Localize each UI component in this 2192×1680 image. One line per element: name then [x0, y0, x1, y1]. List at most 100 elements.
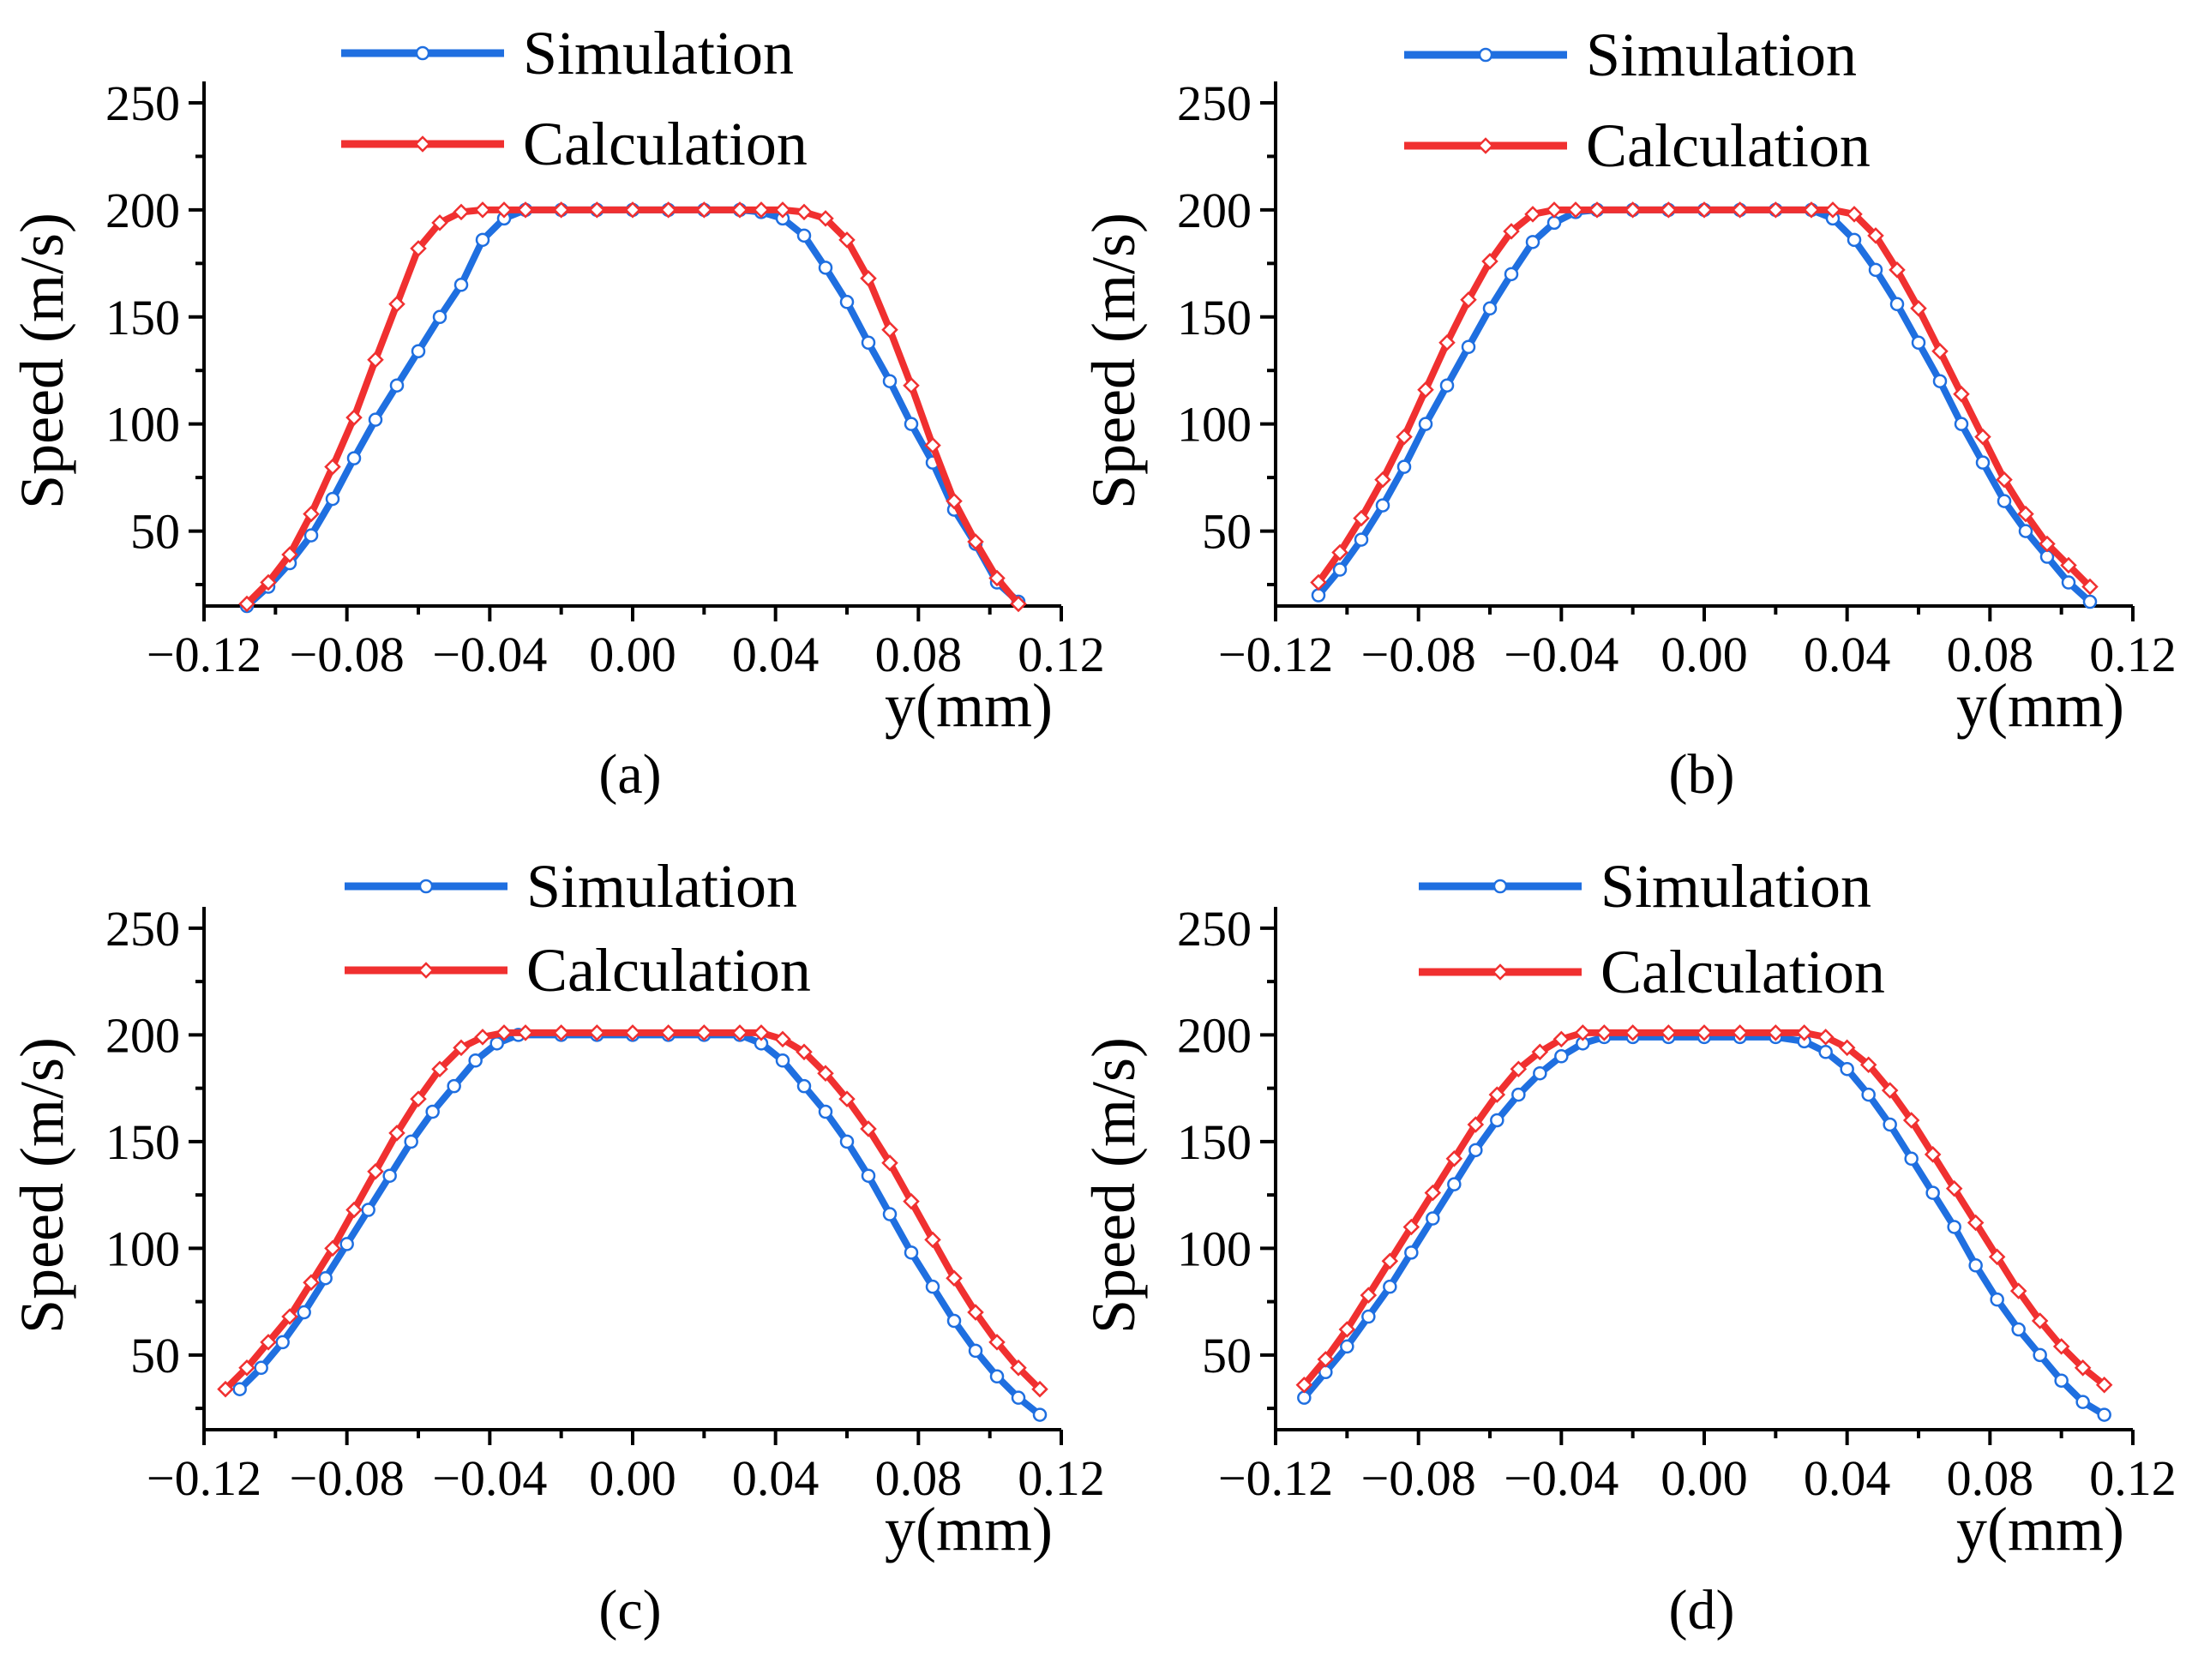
data-point	[753, 201, 770, 219]
data-point	[1731, 1024, 1749, 1041]
data-point	[774, 201, 791, 219]
data-point	[1417, 381, 1434, 399]
panel-caption: (a)	[598, 743, 661, 806]
y-tick-label: 150	[105, 1114, 180, 1170]
data-point	[1910, 300, 1927, 317]
x-tick-label: 0.12	[1018, 1450, 1105, 1506]
data-point	[447, 1078, 461, 1094]
data-point	[552, 1024, 570, 1041]
legend-label: Calculation	[523, 110, 808, 178]
data-point	[946, 492, 963, 510]
legend-entry-simulation: Simulation	[1419, 852, 1871, 921]
x-tick-label: −0.12	[1218, 1450, 1333, 1506]
data-point	[1867, 227, 1884, 244]
data-point	[275, 1335, 290, 1350]
x-tick-label: −0.12	[147, 1450, 261, 1506]
y-tick-label: 100	[105, 1221, 180, 1276]
legend-label: Calculation	[526, 936, 811, 1005]
data-point	[260, 573, 277, 591]
legend-label: Simulation	[1600, 852, 1871, 921]
data-point	[1624, 201, 1642, 219]
series-simulation	[1297, 1029, 2111, 1422]
series-calculation	[1310, 201, 2099, 596]
data-point	[1931, 342, 1949, 360]
data-point	[1947, 1220, 1961, 1234]
data-point	[588, 1024, 606, 1041]
data-point	[903, 376, 920, 394]
data-point	[297, 1305, 311, 1320]
data-point	[1988, 1248, 2006, 1266]
x-tick-label: 0.12	[1018, 627, 1105, 682]
legend-marker	[418, 879, 434, 894]
x-tick-label: −0.04	[432, 627, 547, 682]
data-point	[1418, 417, 1433, 431]
data-point	[2011, 1322, 2026, 1337]
data-point	[1396, 428, 1413, 446]
data-point	[1954, 417, 1969, 431]
data-point	[1402, 1218, 1420, 1236]
data-point	[925, 1279, 940, 1294]
legend-marker	[1477, 137, 1494, 154]
data-point	[1859, 1056, 1877, 1074]
x-tick-label: −0.04	[1504, 1450, 1618, 1506]
data-point	[1974, 428, 1991, 446]
data-point	[1310, 573, 1327, 591]
data-point	[818, 1104, 833, 1119]
data-point	[1546, 215, 1562, 231]
x-tick-label: −0.08	[1361, 627, 1476, 682]
data-point	[1904, 1151, 1919, 1167]
x-tick-label: 0.04	[1804, 627, 1891, 682]
y-tick-label: 150	[1177, 1114, 1252, 1170]
data-point	[1468, 1143, 1483, 1158]
legend-label: Simulation	[526, 852, 797, 921]
y-axis-title: Speed (m/s)	[8, 1037, 76, 1334]
data-point	[1883, 1117, 1897, 1132]
legend-entry-simulation: Simulation	[1404, 21, 1857, 89]
data-point	[2082, 594, 2098, 609]
y-tick-label: 250	[1177, 901, 1252, 957]
data-point	[474, 201, 491, 219]
data-point	[1295, 1376, 1313, 1394]
data-point	[1967, 1214, 1985, 1232]
data-point	[346, 451, 362, 465]
data-point	[1660, 201, 1678, 219]
data-point	[425, 1104, 440, 1119]
x-axis-title: y(mm)	[885, 1495, 1053, 1563]
series-line	[1315, 206, 2093, 605]
legend-entry-calculation: Calculation	[1404, 111, 1871, 180]
data-point	[1868, 262, 1883, 278]
x-tick-label: 0.00	[589, 627, 676, 682]
data-point	[1767, 201, 1785, 219]
data-point	[1795, 1024, 1813, 1041]
y-tick-label: 50	[1202, 504, 1252, 560]
data-point	[1533, 1065, 1547, 1081]
y-tick-label: 250	[105, 901, 180, 957]
y-axis-title: Speed (m/s)	[1079, 1037, 1148, 1334]
data-point	[1467, 1116, 1485, 1133]
y-tick-label: 200	[105, 1007, 180, 1063]
data-point	[1824, 201, 1841, 219]
data-point	[1968, 1258, 1983, 1273]
data-point	[988, 1334, 1006, 1351]
data-point	[1524, 206, 1541, 223]
data-point	[1354, 532, 1369, 547]
x-tick-label: −0.08	[1361, 1450, 1476, 1506]
legend-entry-calculation: Calculation	[345, 936, 811, 1005]
data-point	[254, 1360, 268, 1376]
data-point	[659, 201, 677, 219]
y-tick-label: 50	[130, 504, 180, 560]
data-point	[1396, 459, 1412, 474]
data-point	[1624, 1024, 1642, 1041]
data-point	[2061, 575, 2076, 590]
data-point	[1375, 498, 1390, 513]
data-point	[1525, 235, 1540, 249]
data-point	[1488, 1086, 1506, 1103]
data-point	[967, 533, 984, 550]
data-point	[1861, 1087, 1876, 1102]
y-tick-label: 200	[1177, 183, 1252, 238]
data-point	[817, 1065, 834, 1082]
data-point	[1595, 1024, 1613, 1041]
data-point	[881, 321, 898, 339]
x-axis-title: y(mm)	[1956, 1495, 2124, 1563]
data-point	[1588, 201, 1606, 219]
